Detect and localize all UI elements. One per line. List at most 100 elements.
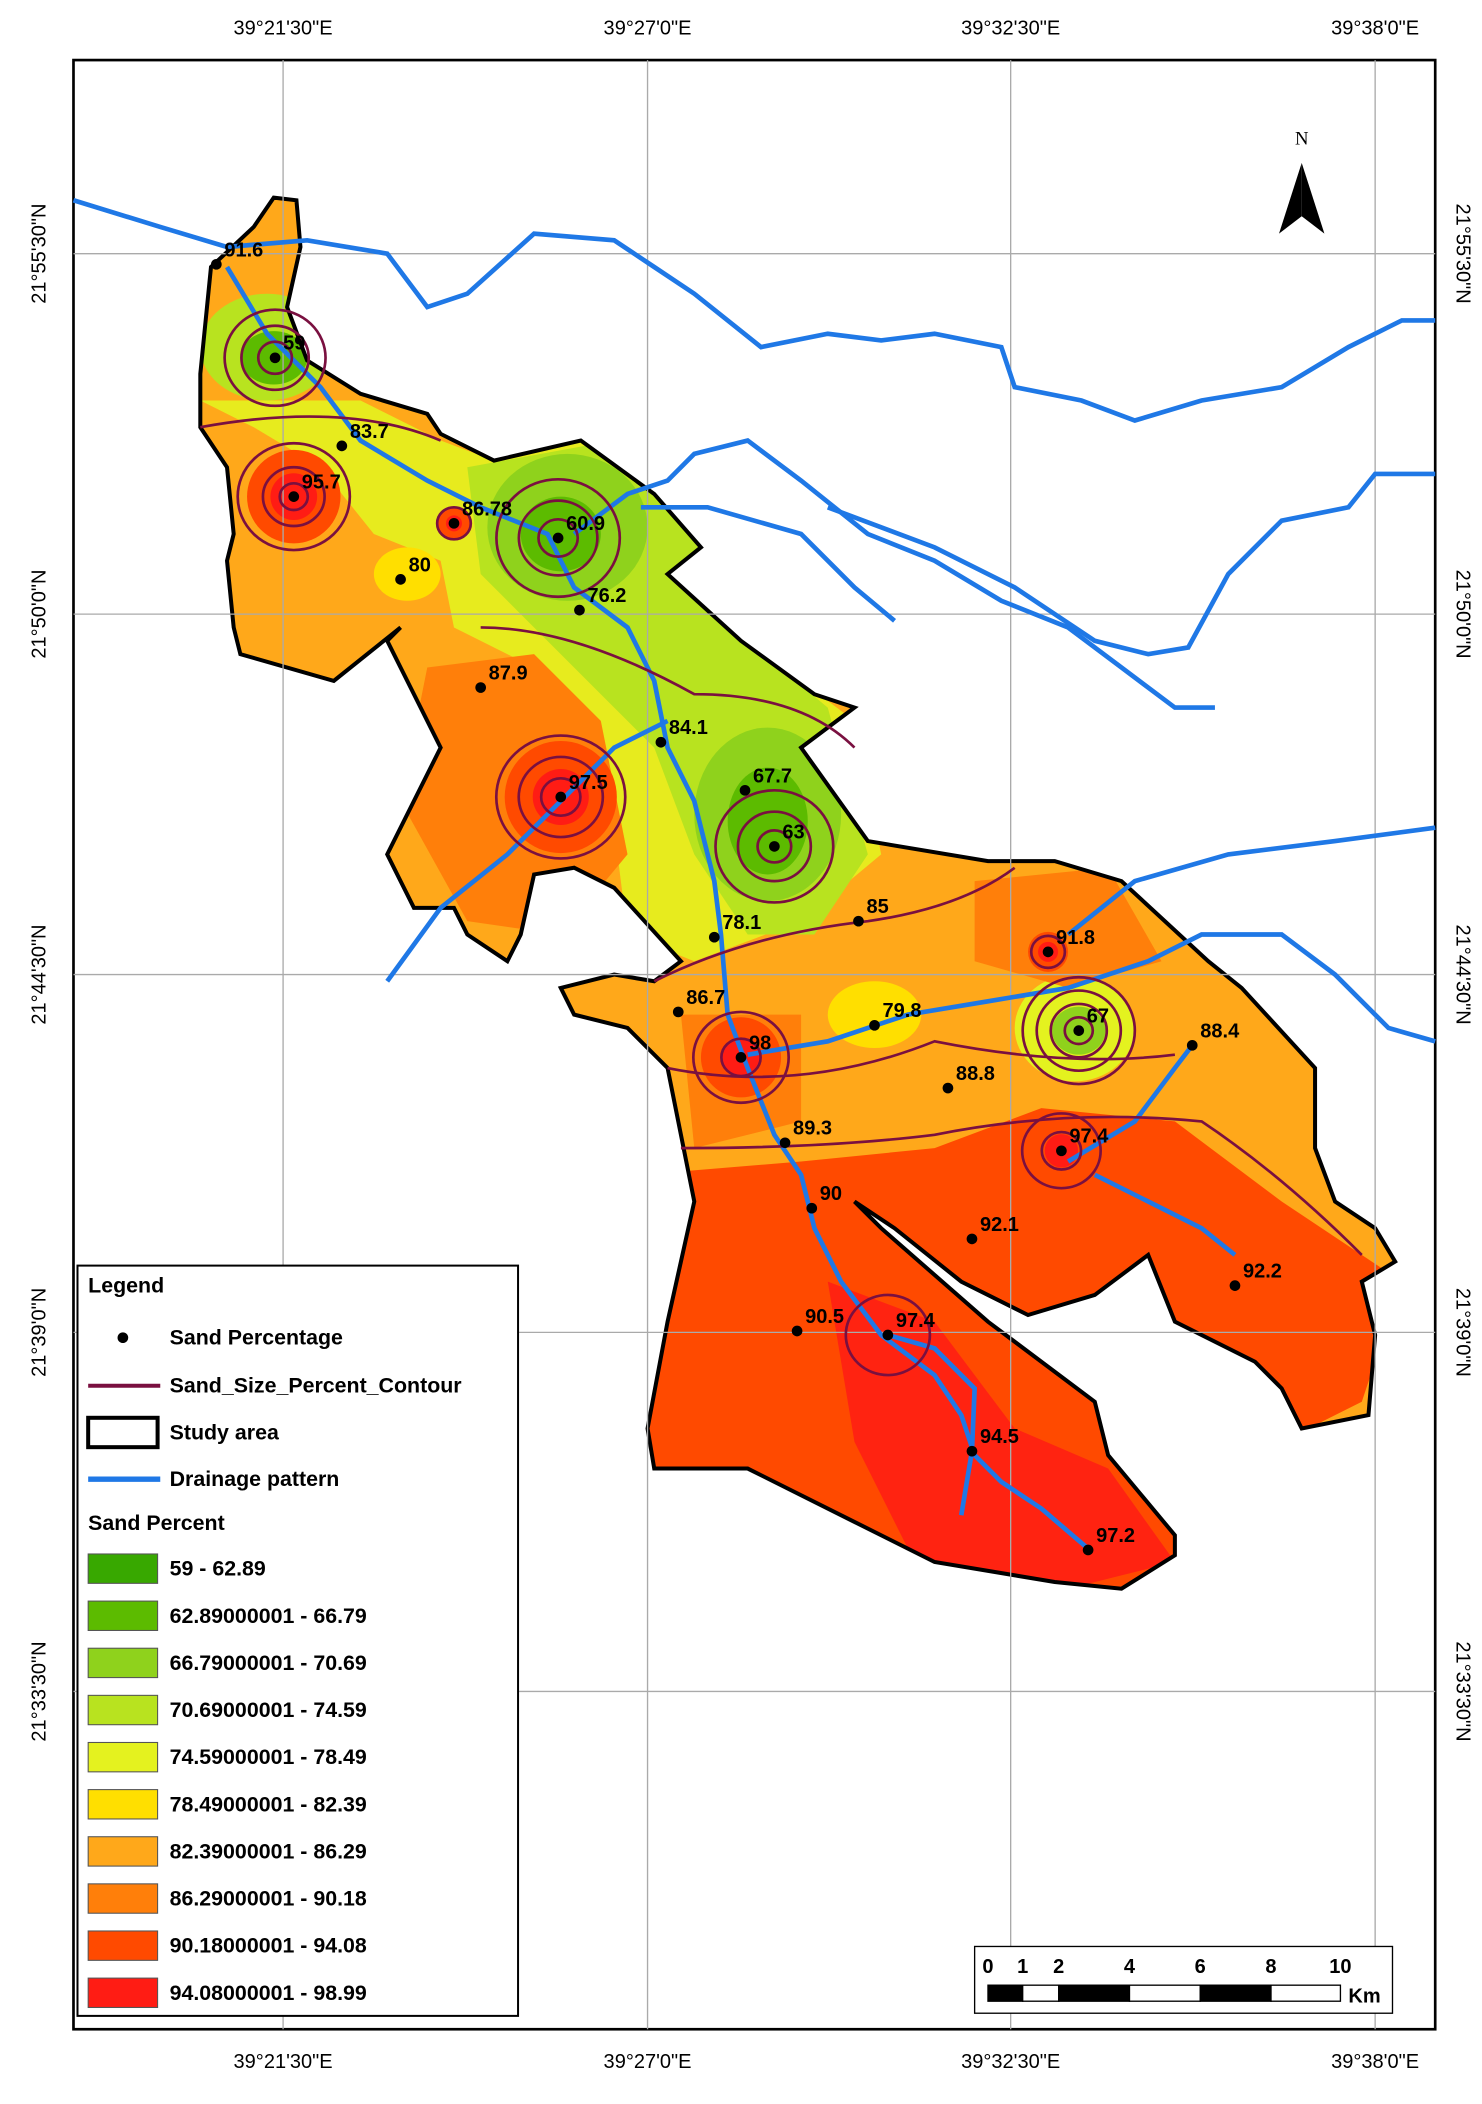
point-label: 89.3 — [793, 1118, 832, 1140]
contour — [1021, 975, 1137, 1086]
scale-label: 2 — [1053, 1956, 1064, 1978]
point-label: 84.1 — [669, 717, 708, 739]
contour — [1063, 1015, 1095, 1046]
lat-label: 21°55'30"N — [1452, 204, 1474, 304]
sample-points: 91.6 59 83.7 95.7 86.78 60.9 80 76.2 87.9 84.1 97.… — [210, 239, 1282, 1556]
point-label: 97.2 — [1096, 1525, 1135, 1547]
graticule: 39°21'30"E 39°21'30"E 39°27'0"E 39°27'0"E 39… — [28, 18, 1473, 2073]
point-label: 90 — [820, 1183, 842, 1205]
river — [1066, 1043, 1195, 1164]
river — [826, 471, 1436, 657]
sample-point — [791, 1325, 803, 1337]
sample-point — [655, 736, 667, 748]
contour — [692, 1010, 790, 1105]
river — [572, 438, 1215, 710]
contours — [200, 308, 1363, 1377]
scale-frame — [973, 1945, 1394, 2014]
sample-point — [1073, 1025, 1085, 1036]
sample-point — [966, 1233, 978, 1245]
scale-segment — [1199, 1984, 1272, 2002]
point-label: 86.7 — [686, 987, 725, 1009]
legend: Legend Sand Percentage Sand_Size_Percent_C… — [76, 1264, 520, 2017]
contour — [261, 465, 326, 528]
sample-point — [1042, 946, 1054, 958]
sample-point — [1082, 1544, 1094, 1556]
point-label: 92.2 — [1243, 1261, 1282, 1283]
contour — [756, 829, 793, 864]
scale-label: 0 — [982, 1956, 993, 1978]
legend-swatch — [87, 1977, 159, 2009]
sample-point — [806, 1202, 818, 1214]
point-label: 97.4 — [896, 1310, 936, 1332]
contour — [495, 477, 622, 599]
lat-label: 21°44'30"N — [28, 924, 50, 1024]
contour — [1035, 989, 1123, 1073]
sample-point — [395, 574, 406, 585]
point-label: 98 — [749, 1032, 771, 1054]
sample-point — [288, 491, 300, 502]
legend-swatch — [87, 1883, 159, 1914]
point-label: 95.7 — [302, 472, 341, 494]
contour — [517, 499, 599, 577]
sample-point — [574, 604, 585, 616]
point-label: 88.8 — [956, 1063, 995, 1085]
lat-label: 21°39'0"N — [1452, 1288, 1474, 1377]
legend-swatch — [87, 1647, 159, 1679]
contour — [844, 1293, 932, 1377]
contour — [480, 626, 856, 749]
legend-swatch — [87, 1741, 159, 1773]
north-label: N — [1295, 128, 1309, 149]
sample-point — [769, 841, 780, 852]
lat-label: 21°55'30"N — [28, 204, 50, 304]
legend-item: Study area — [170, 1420, 280, 1444]
contour — [223, 308, 327, 408]
scale-label: 4 — [1124, 1956, 1136, 1978]
legend-point — [117, 1332, 129, 1344]
point-label: 67 — [1087, 1006, 1109, 1028]
legend-class: 59 - 62.89 — [170, 1557, 266, 1581]
contour — [256, 340, 294, 376]
point-label: 91.6 — [224, 239, 263, 261]
point-label: 78.1 — [722, 912, 761, 934]
legend-swatch — [87, 1836, 159, 1867]
sample-point — [735, 1052, 747, 1063]
sample-point — [739, 784, 751, 796]
river — [225, 265, 1090, 1551]
lon-label: 39°38'0"E — [1331, 2051, 1419, 2073]
point-label: 79.8 — [883, 1000, 922, 1022]
river — [640, 504, 897, 623]
sample-point — [210, 258, 222, 270]
legend-class: 78.49000001 - 82.39 — [170, 1792, 367, 1816]
point-label: 92.1 — [980, 1214, 1019, 1236]
river — [887, 1332, 978, 1516]
legend-item: Sand_Size_Percent_Contour — [170, 1374, 462, 1398]
river — [1066, 825, 1436, 937]
river — [72, 198, 1436, 423]
contour — [517, 755, 605, 839]
point-label: 83.7 — [350, 421, 389, 443]
contour — [653, 866, 1016, 983]
sample-point — [966, 1445, 978, 1457]
legend-class: 90.18000001 - 94.08 — [170, 1934, 367, 1958]
contour — [714, 789, 835, 904]
lon-label: 39°27'0"E — [604, 18, 692, 40]
contour — [200, 415, 442, 442]
lat-label: 21°39'0"N — [28, 1288, 50, 1377]
contour — [667, 1039, 1176, 1079]
contour — [736, 810, 813, 883]
legend-item: Drainage pattern — [170, 1467, 340, 1491]
scale-label: 8 — [1265, 1956, 1276, 1978]
river — [1093, 1172, 1237, 1257]
point-label: 60.9 — [566, 513, 605, 535]
sample-point — [942, 1082, 954, 1094]
sample-point — [869, 1019, 880, 1031]
contour — [1020, 1112, 1102, 1190]
sample-point — [1229, 1280, 1241, 1291]
point-label: 85 — [866, 896, 888, 918]
point-label: 76.2 — [587, 585, 626, 607]
lon-label: 39°32'30"E — [961, 18, 1060, 40]
sample-point — [555, 791, 567, 803]
point-label: 80 — [409, 554, 431, 576]
